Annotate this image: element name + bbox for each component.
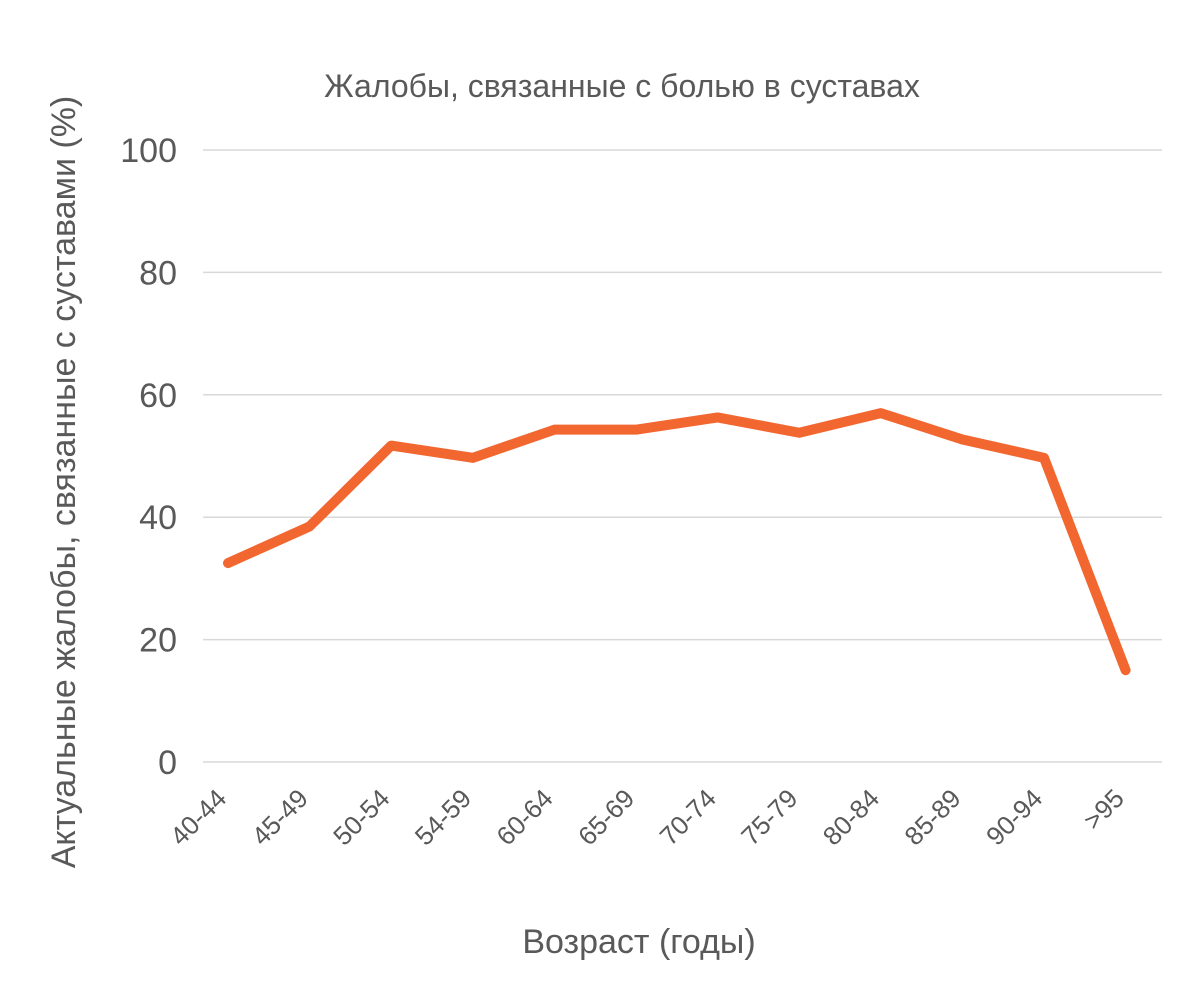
x-axis-ticks: 40-44 45-49 50-54 54-59 60-64 65-69 70-74 75-79… <box>164 783 1130 851</box>
x-tick-label: 80-84 <box>817 783 885 851</box>
y-tick-label: 60 <box>139 377 177 415</box>
x-tick-label: 70-74 <box>654 783 722 851</box>
y-tick-label: 20 <box>139 622 177 660</box>
x-tick-label: 85-89 <box>898 783 966 851</box>
x-axis-title: Возраст (годы) <box>522 923 755 961</box>
y-axis-title: Актуальные жалобы, связанные с суставами… <box>45 96 83 869</box>
x-tick-label: 65-69 <box>572 783 640 851</box>
series-lines <box>223 408 1131 676</box>
y-tick-label: 80 <box>139 254 177 292</box>
y-tick-label: 40 <box>139 499 177 537</box>
x-tick-label: 45-49 <box>246 783 314 851</box>
x-tick-label: 75-79 <box>735 783 803 851</box>
x-tick-label: 60-64 <box>490 783 558 851</box>
x-tick-label: >95 <box>1077 783 1129 835</box>
x-tick-label: 54-59 <box>409 783 477 851</box>
x-tick-label: 90-94 <box>980 783 1048 851</box>
y-axis-ticks: 0 20 40 60 80 100 <box>120 132 177 782</box>
series-line <box>223 408 1131 676</box>
y-tick-label: 100 <box>120 132 177 170</box>
x-tick-label: 50-54 <box>327 783 395 851</box>
grid-lines <box>203 149 1162 763</box>
chart-title: Жалобы, связанные с болью в суставах <box>324 68 920 104</box>
x-tick-label: 40-44 <box>164 783 232 851</box>
y-tick-label: 0 <box>158 744 177 782</box>
